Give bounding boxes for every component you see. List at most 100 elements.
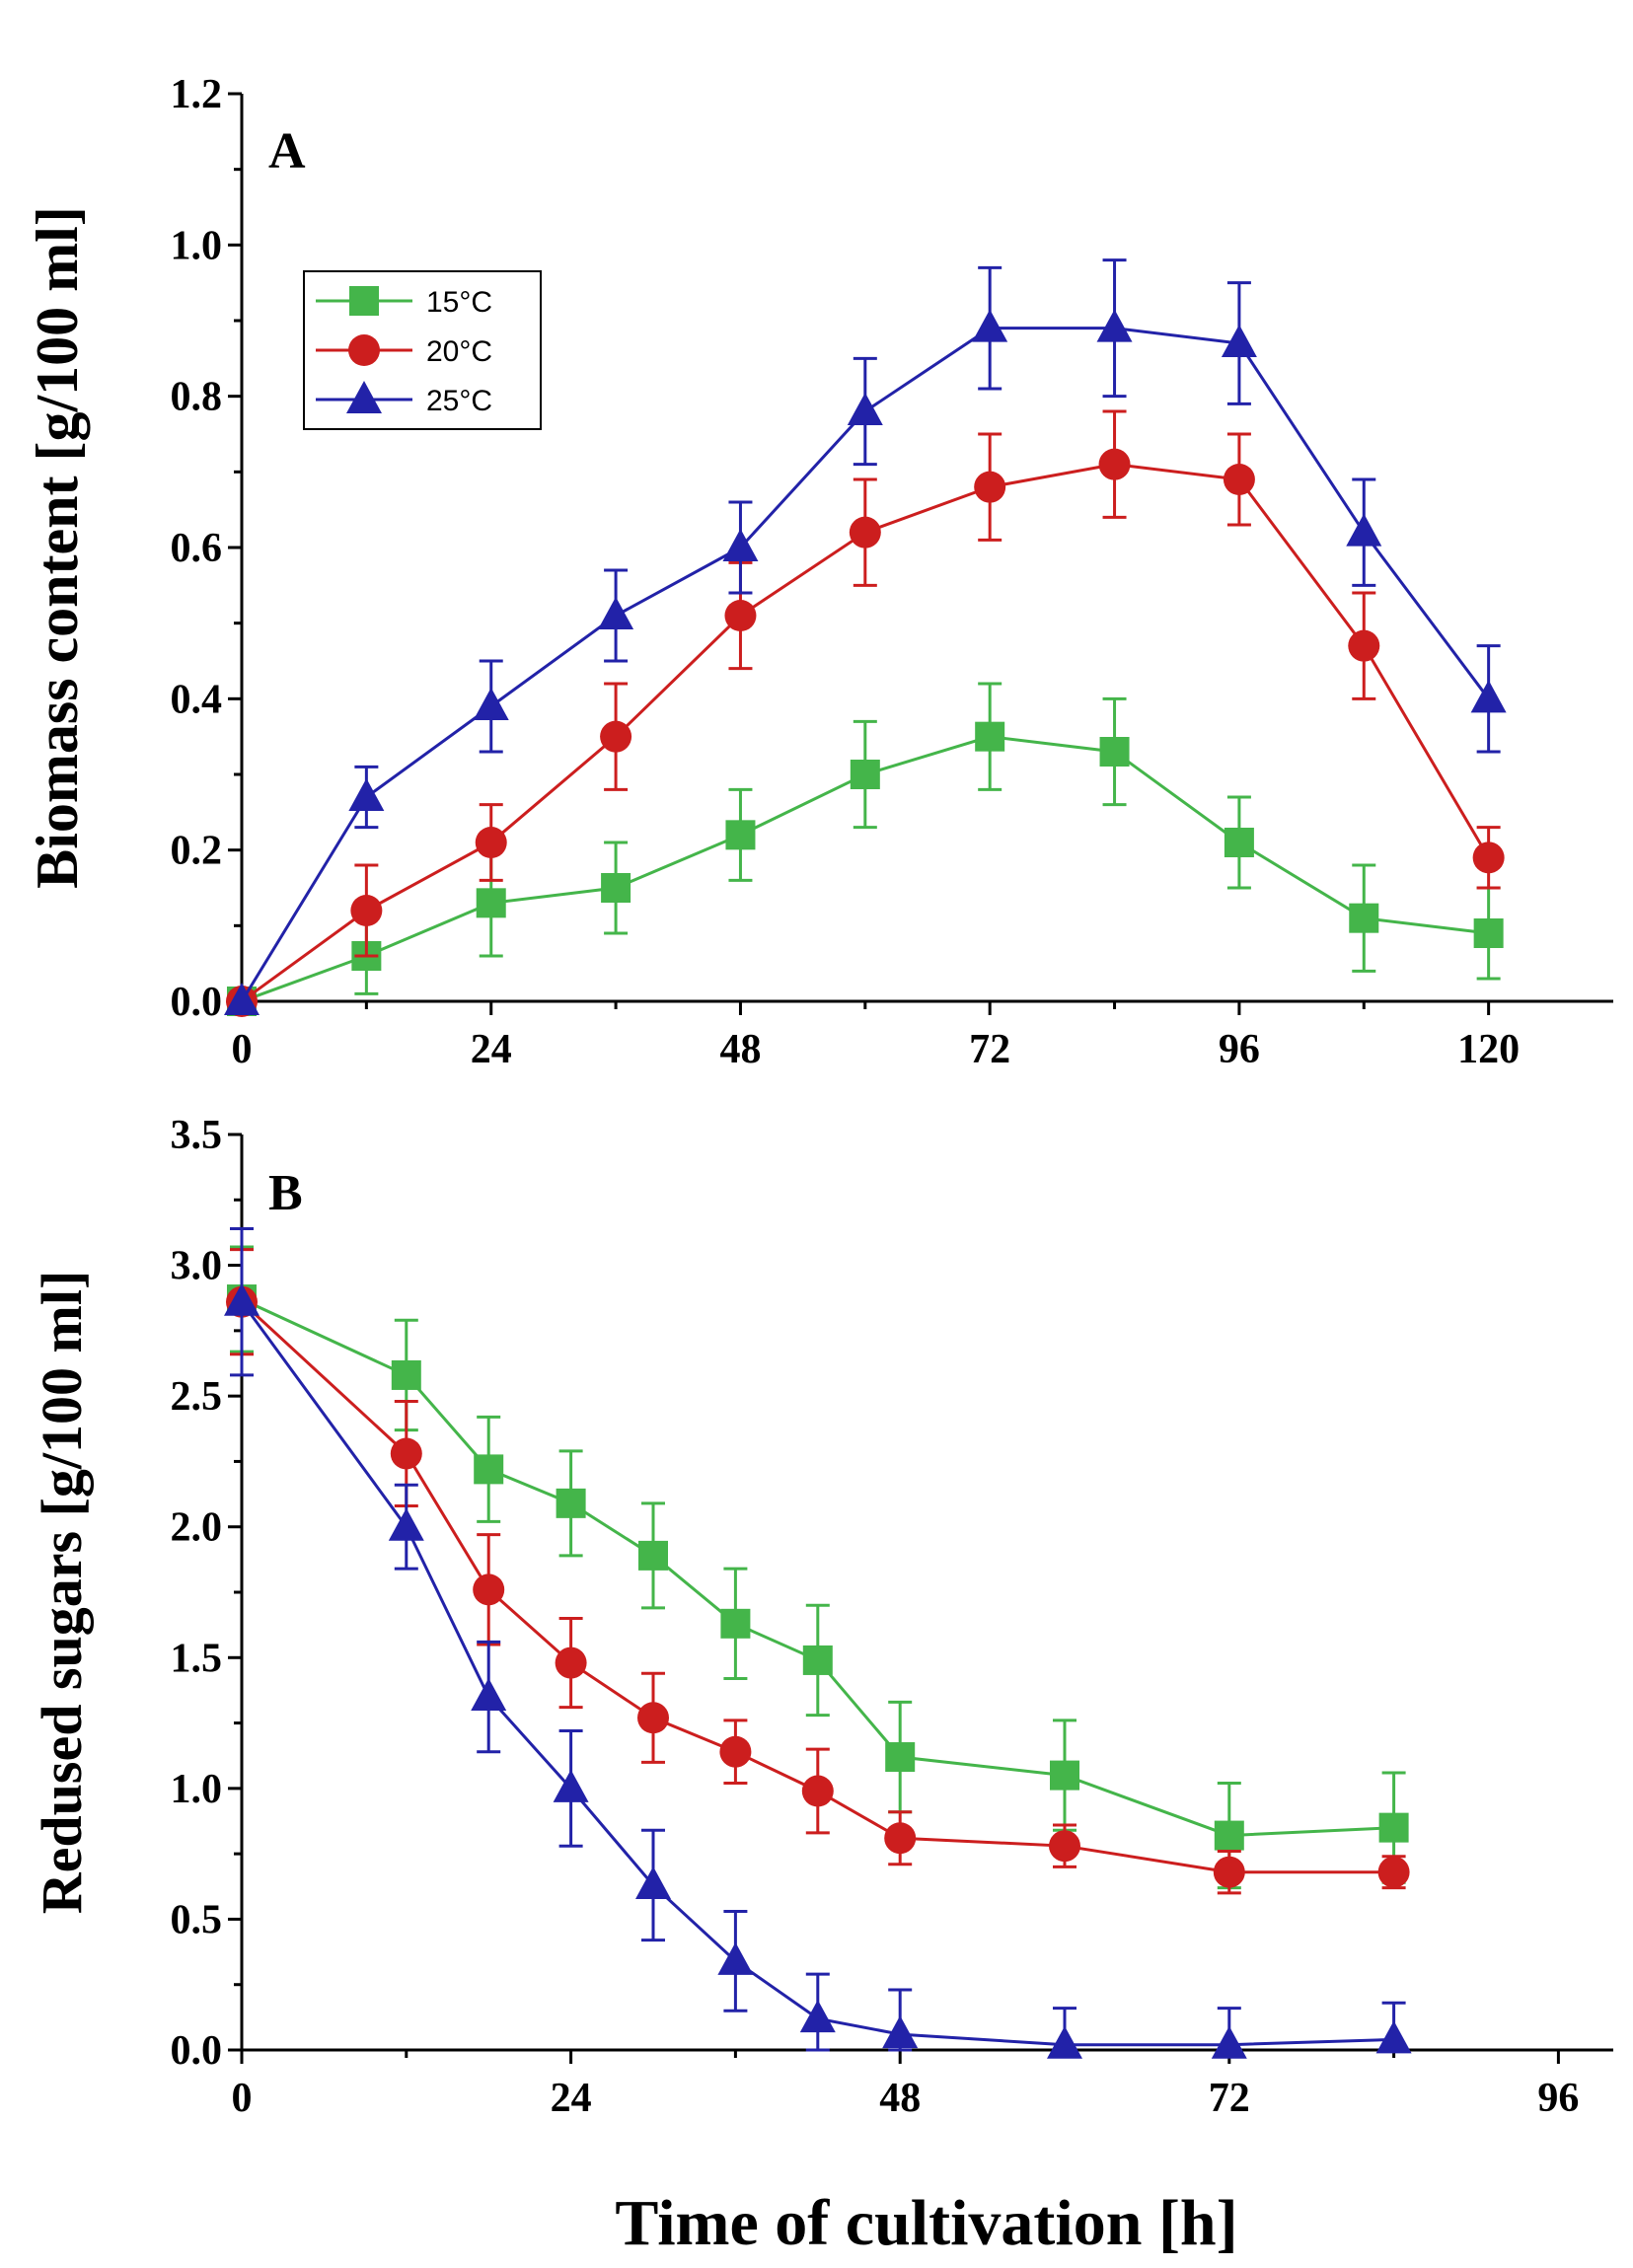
data-point	[224, 1282, 260, 1316]
y-tick-label: 0.2	[171, 829, 223, 874]
data-point	[972, 309, 1008, 342]
data-point	[850, 760, 880, 789]
data-point	[724, 600, 757, 631]
data-point	[475, 827, 507, 858]
data-point	[1348, 629, 1380, 662]
data-point	[1096, 309, 1133, 342]
data-point	[1099, 737, 1130, 767]
data-point	[1211, 2025, 1247, 2059]
data-point	[635, 1866, 671, 1899]
y-tick-label: 1.2	[171, 72, 223, 117]
x-tick-label: 96	[1219, 1027, 1260, 1072]
data-point	[1472, 841, 1505, 874]
data-point	[1050, 1760, 1079, 1791]
data-point	[600, 720, 632, 753]
data-point	[1473, 918, 1504, 948]
x-tick-label: 72	[969, 1027, 1010, 1072]
data-point	[799, 2000, 836, 2033]
legend-label: 25°C	[426, 385, 492, 417]
data-point	[1049, 1830, 1080, 1863]
data-point	[720, 1608, 751, 1639]
x-axis-title: Time of cultivation [h]	[615, 2187, 1237, 2259]
data-point	[847, 393, 883, 425]
data-point	[849, 516, 881, 549]
panel-b-reduced-sugars-chart: 0.0 0.5 1.0 1.5 2.0 2.5 3.0 3.5 0 24 48 72 96 Redused…	[30, 1113, 1613, 2121]
y-tick-label: 0.5	[171, 1897, 223, 1942]
data-point	[555, 1646, 587, 1679]
data-point	[1378, 1812, 1409, 1843]
data-point	[885, 1742, 916, 1773]
y-tick-label: 0.4	[171, 677, 223, 722]
series-15-c	[227, 1245, 1409, 1890]
series-25-c	[224, 1226, 1412, 2059]
x-tick-label: 72	[1209, 2076, 1250, 2121]
data-point	[801, 1775, 834, 1807]
x-tick-label: 48	[719, 1027, 761, 1072]
y-tick-label: 3.5	[171, 1113, 223, 1158]
series-15-c	[227, 682, 1504, 1016]
legend-marker	[346, 381, 382, 413]
data-point	[1223, 464, 1255, 495]
data-point	[1470, 680, 1507, 713]
data-point	[1349, 903, 1379, 933]
y-tick-label: 0.6	[171, 526, 223, 571]
x-tick-label: 0	[232, 1027, 253, 1072]
y-axis-title: Redused sugars [g/100 ml]	[30, 1271, 94, 1915]
data-point	[1221, 325, 1257, 357]
y-tick-label: 0.8	[171, 375, 223, 420]
y-tick-label: 3.0	[171, 1244, 223, 1289]
data-point	[1375, 2020, 1412, 2054]
y-tick-label: 0.0	[171, 2028, 223, 2074]
data-point	[717, 1941, 754, 1975]
series-25-c	[224, 258, 1507, 1015]
legend-marker	[348, 334, 380, 366]
data-point	[388, 1507, 424, 1541]
x-tick-label: 0	[232, 2076, 253, 2121]
y-tick-label: 1.0	[171, 1767, 223, 1812]
data-point	[556, 1488, 586, 1518]
x-tick-label: 120	[1457, 1027, 1520, 1072]
data-point	[224, 983, 260, 1015]
data-point	[638, 1540, 668, 1571]
legend-label: 20°C	[426, 335, 492, 368]
data-point	[1346, 513, 1382, 547]
data-point	[637, 1702, 669, 1734]
legend: 15°C 20°C 25°C	[303, 270, 542, 430]
panel-label: B	[268, 1165, 303, 1221]
series-20-c	[226, 409, 1505, 1017]
data-point	[391, 1359, 421, 1390]
y-tick-label: 2.5	[171, 1374, 223, 1420]
data-point	[473, 1573, 505, 1606]
y-tick-label: 2.0	[171, 1505, 223, 1551]
data-point	[975, 721, 1005, 752]
legend-marker	[349, 286, 379, 316]
x-tick-label: 24	[471, 1027, 512, 1072]
panel-a-biomass-chart: 0.0 0.2 0.4 0.6 0.8 1.0 1.2 0 24 48 72 96 120 Biomass…	[25, 72, 1613, 1072]
x-tick-label: 96	[1537, 2076, 1579, 2121]
data-point	[974, 471, 1006, 503]
data-point	[1047, 2025, 1082, 2059]
y-axis-title: Biomass content [g/100 ml]	[25, 206, 90, 889]
y-tick-label: 1.5	[171, 1636, 223, 1681]
data-point	[471, 1678, 507, 1712]
data-point	[1377, 1856, 1410, 1888]
data-point	[882, 2015, 919, 2049]
legend-label: 15°C	[426, 286, 492, 319]
panel-label: A	[268, 123, 306, 180]
x-tick-label: 48	[879, 2076, 921, 2121]
y-tick-label: 0.0	[171, 980, 223, 1025]
data-point	[722, 529, 759, 561]
data-point	[473, 688, 509, 720]
data-point	[601, 873, 631, 903]
data-point	[598, 597, 634, 629]
data-point	[390, 1437, 422, 1470]
data-point	[348, 778, 385, 811]
data-point	[350, 895, 383, 926]
data-point	[476, 888, 506, 918]
data-point	[1224, 828, 1254, 857]
data-point	[1213, 1856, 1245, 1888]
data-point	[1098, 448, 1131, 480]
y-tick-label: 1.0	[171, 223, 223, 268]
data-point	[1214, 1820, 1244, 1851]
